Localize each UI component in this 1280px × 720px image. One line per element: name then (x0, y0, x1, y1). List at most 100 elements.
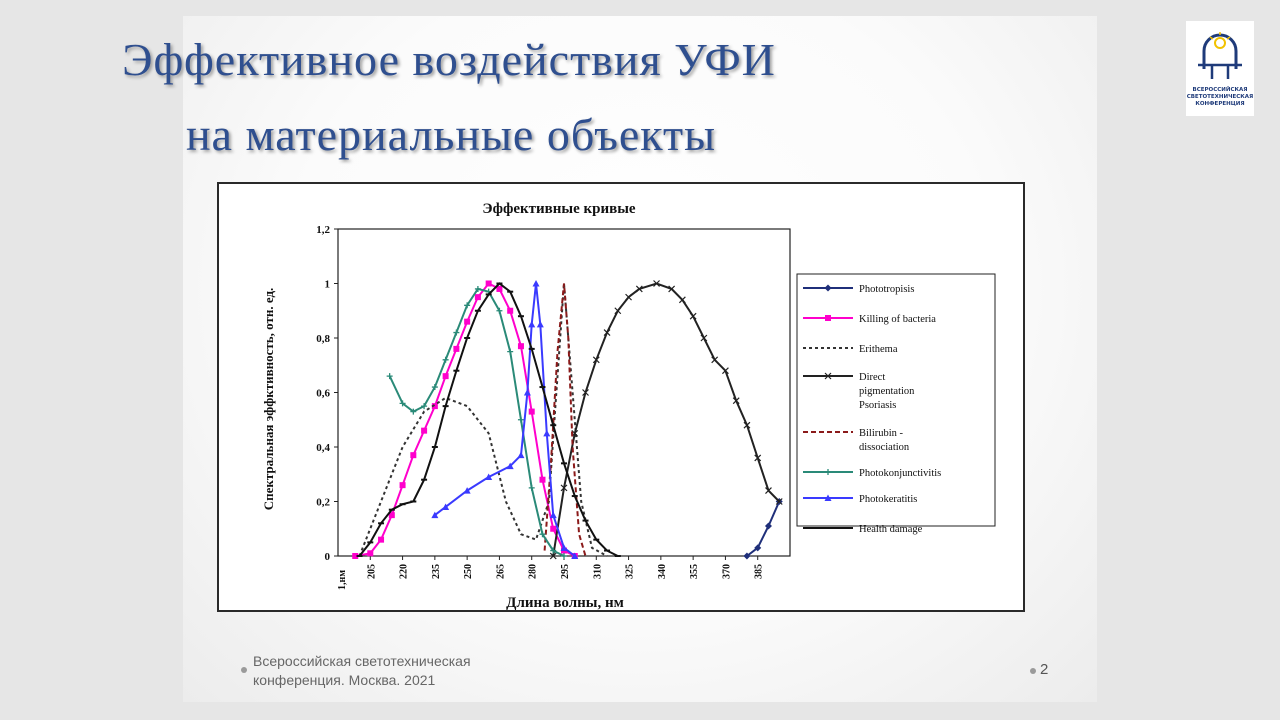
slide-title-line2: на материальные объекты (185, 109, 717, 160)
conference-logo: ВСЕРОССИЙСКАЯ СВЕТОТЕХНИЧЕСКАЯ КОНФЕРЕНЦ… (1186, 21, 1254, 116)
logo-text: ВСЕРОССИЙСКАЯ СВЕТОТЕХНИЧЕСКАЯ КОНФЕРЕНЦ… (1186, 87, 1254, 108)
data-point (421, 427, 428, 434)
x-tick-label: 385 (754, 564, 765, 579)
legend-label: Photokeratitis (859, 494, 917, 505)
data-point (743, 552, 751, 560)
data-point (550, 547, 557, 554)
footer-text: Всероссийская светотехническая конференц… (253, 652, 471, 690)
x-tick-label: 280 (528, 564, 539, 579)
data-point (765, 487, 772, 495)
footer-bullet-right (1030, 668, 1036, 674)
slide-title-line1: Эффективное воздействия УФИ (122, 34, 776, 85)
y-tick-label: 1,2 (316, 224, 330, 236)
data-point (754, 454, 762, 462)
data-point (571, 552, 579, 559)
legend-label: Photokonjunctivitis (859, 468, 941, 479)
plot-frame (337, 228, 791, 557)
data-point (824, 284, 832, 292)
series-line-6 (434, 283, 576, 557)
x-tick-label: 340 (657, 564, 668, 579)
legend-label: pigmentation (859, 386, 915, 397)
chart-x-first-label: 1,нм (337, 570, 348, 590)
y-tick-label: 1 (325, 279, 331, 291)
data-point (463, 487, 471, 494)
data-point (496, 285, 503, 292)
legend-label: dissociation (859, 442, 910, 453)
data-point (485, 473, 493, 480)
data-point (539, 476, 546, 483)
data-point (517, 416, 524, 423)
data-point (421, 403, 428, 410)
data-point (496, 307, 503, 314)
data-point (625, 293, 632, 301)
x-tick-label: 325 (625, 564, 636, 579)
data-point (453, 329, 460, 336)
data-point (764, 522, 772, 530)
legend-label: Health damage (859, 524, 923, 535)
series-line-5 (388, 287, 565, 557)
data-point (775, 498, 783, 505)
data-point (560, 544, 568, 551)
data-point (689, 312, 697, 320)
series-line-2 (358, 283, 608, 557)
legend-label: Erithema (859, 344, 898, 355)
data-point (506, 462, 514, 470)
x-tick-label: 310 (592, 564, 603, 579)
data-point (824, 372, 832, 380)
data-point (442, 373, 449, 380)
data-point (517, 451, 525, 459)
data-point (668, 285, 676, 293)
data-point (464, 302, 471, 309)
data-point (474, 285, 481, 292)
data-point (722, 367, 729, 375)
data-point (824, 494, 832, 501)
footer-bullet-left (241, 667, 247, 673)
series-line-0 (746, 501, 781, 557)
page-number: 2 (1040, 661, 1049, 678)
data-point (464, 318, 471, 325)
legend-label: Bilirubin - (859, 428, 904, 439)
data-point (528, 484, 535, 491)
plot-area: 0 0,2 0,4 0,6 0,8 1 1,2 205 220 235 250 265 280 295 31… (316, 224, 791, 579)
data-point (603, 329, 611, 336)
data-point (743, 421, 751, 429)
data-point (653, 280, 660, 287)
y-tick-label: 0,6 (316, 388, 330, 400)
chart-y-axis-label: Спектральная эффктивность, отн. ед. (261, 288, 276, 511)
data-point (523, 389, 531, 396)
chart-x-axis-label: Длина волны, нм (506, 595, 624, 610)
data-point (536, 320, 544, 328)
data-point (754, 544, 762, 552)
data-point (453, 345, 460, 352)
data-point (410, 408, 417, 415)
data-point (700, 334, 708, 342)
data-point (399, 482, 406, 489)
data-point (388, 512, 395, 519)
logo-text-line1: ВСЕРОССИЙСКАЯ (1192, 87, 1248, 93)
legend-label: Killing of bacteria (859, 314, 936, 325)
x-tick-label: 265 (495, 564, 506, 579)
data-point (711, 356, 719, 364)
data-point (431, 403, 438, 410)
data-point (550, 525, 557, 532)
data-point (517, 343, 524, 350)
legend: Phototropisis Killing of bacteria Erithema… (803, 284, 941, 535)
y-tick-label: 0,2 (316, 497, 330, 509)
data-point (539, 531, 546, 538)
footer-line-2: конференция. Москва. 2021 (253, 672, 436, 688)
chart-title: Эффективные кривые (482, 201, 636, 217)
footer-line-1: Всероссийская светотехническая (253, 653, 471, 669)
data-point (431, 384, 438, 391)
y-tick-label: 0,4 (316, 442, 330, 454)
logo-text-line3: КОНФЕРЕНЦИЯ (1195, 101, 1245, 107)
legend-label: Psoriasis (859, 400, 896, 411)
data-point (507, 307, 514, 314)
data-point (528, 408, 535, 415)
chart-svg: Эффективные кривые Спектральная эффктивн… (261, 201, 996, 610)
data-point (532, 280, 540, 287)
lamp-icon (1198, 32, 1242, 79)
data-point (635, 285, 643, 293)
data-point (474, 294, 481, 301)
data-point (367, 550, 374, 557)
data-point (549, 552, 557, 560)
